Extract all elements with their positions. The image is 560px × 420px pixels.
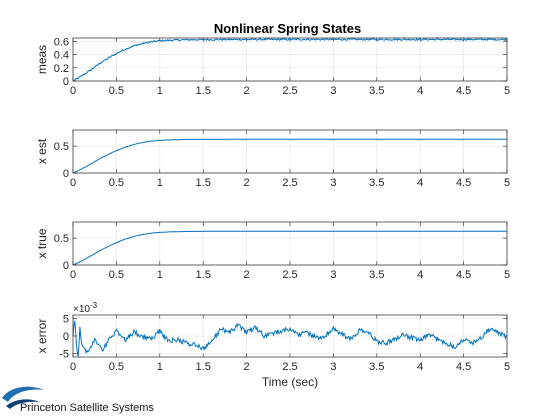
series-line: [72, 320, 508, 358]
subplot-3: 0 0.5 1 1.5 2 2.5 3 3.5 4 4.5 5 0 0.5 x true: [35, 221, 510, 281]
logo-text: Princeton Satellite Systems: [20, 402, 154, 414]
x-tick-label: 4: [417, 177, 423, 189]
series-line: [73, 37, 508, 82]
x-tick-label: 0: [70, 85, 76, 97]
x-tick-label: 1: [157, 269, 163, 281]
y-axis-label: x true: [35, 228, 49, 258]
x-tick-label: 3: [330, 269, 336, 281]
x-tick-label: 3: [330, 177, 336, 189]
y-scale-exponent: ×10-3: [73, 301, 98, 315]
x-tick-label: 0.5: [109, 361, 124, 373]
y-axis-label: x est: [35, 138, 49, 164]
psslogo: Princeton Satellite Systems: [2, 386, 154, 414]
x-axis-label: Time (sec): [262, 375, 318, 389]
x-tick-label: 2.5: [282, 177, 297, 189]
y-axis-label: x error: [35, 319, 49, 354]
x-tick-label: 0.5: [109, 85, 124, 97]
y-axis-label: meas: [35, 45, 49, 74]
x-tick-label: 3.5: [369, 269, 384, 281]
y-tick-label: 0.5: [54, 233, 69, 245]
swoosh-logo-accent-icon: [6, 399, 40, 409]
y-tick-label: 0: [63, 76, 69, 88]
x-tick-label: 1.5: [196, 269, 211, 281]
y-tick-label: 0.5: [54, 141, 69, 153]
y-tick-label: 0: [63, 331, 69, 343]
x-tick-label: 1: [157, 361, 163, 373]
figure-title: Nonlinear Spring States: [214, 21, 361, 36]
x-tick-label: 1.5: [196, 85, 211, 97]
x-tick-label: 3: [330, 361, 336, 373]
series-line: [72, 230, 507, 266]
x-tick-label: 4.5: [456, 361, 471, 373]
swoosh-logo-icon: [2, 386, 44, 402]
x-tick-label: 2.5: [282, 361, 297, 373]
series-line: [72, 138, 508, 174]
x-tick-label: 2.5: [282, 269, 297, 281]
subplot-1: 0 0.5 1 1.5 2 2.5 3 3.5 4 4.5 5 00.20.4 0.6 meas: [35, 36, 510, 97]
x-tick-label: 1: [157, 177, 163, 189]
x-tick-label: 4: [417, 269, 423, 281]
x-tick-label: 4: [417, 85, 423, 97]
axes-box: [72, 221, 508, 266]
x-tick-label: 1.5: [196, 177, 211, 189]
x-tick-label: 4.5: [456, 177, 471, 189]
x-tick-label: 5: [504, 177, 510, 189]
y-tick-label: 5: [63, 314, 69, 326]
x-tick-label: 1.5: [196, 361, 211, 373]
x-tick-label: 2: [244, 269, 250, 281]
x-tick-label: 3.5: [369, 361, 384, 373]
y-tick-label: -5: [59, 349, 69, 361]
y-tick-label: 0: [63, 260, 69, 272]
x-tick-label: 2: [244, 177, 250, 189]
y-tick-label: 0: [63, 168, 69, 180]
x-tick-label: 5: [504, 85, 510, 97]
x-tick-label: 4.5: [456, 85, 471, 97]
x-tick-label: 5: [504, 361, 510, 373]
y-tick-label: 0.4: [54, 50, 69, 62]
x-tick-label: 5: [504, 269, 510, 281]
y-tick-label: 0.6: [54, 36, 69, 48]
axes-box: [72, 129, 508, 174]
x-tick-label: 4: [417, 361, 423, 373]
x-tick-label: 0.5: [109, 269, 124, 281]
x-tick-label: 0.5: [109, 177, 124, 189]
axes-box: [72, 37, 508, 82]
x-tick-label: 2: [244, 85, 250, 97]
x-tick-label: 4.5: [456, 269, 471, 281]
x-tick-label: 2.5: [282, 85, 297, 97]
x-tick-label: 3.5: [369, 85, 384, 97]
y-scale-base: ×10: [73, 304, 90, 315]
x-tick-label: 0: [70, 361, 76, 373]
subplot-2: 0 0.5 1 1.5 2 2.5 3 3.5 4 4.5 5 0 0.5 x est: [35, 129, 510, 189]
y-scale-power: -3: [90, 301, 98, 310]
x-tick-label: 2: [244, 361, 250, 373]
x-tick-label: 1: [157, 85, 163, 97]
x-tick-label: 0: [70, 269, 76, 281]
y-tick-label: 0.2: [54, 63, 69, 75]
x-tick-label: 3.5: [369, 177, 384, 189]
axes-box: [72, 314, 508, 358]
x-tick-label: 0: [70, 177, 76, 189]
x-tick-label: 3: [330, 85, 336, 97]
